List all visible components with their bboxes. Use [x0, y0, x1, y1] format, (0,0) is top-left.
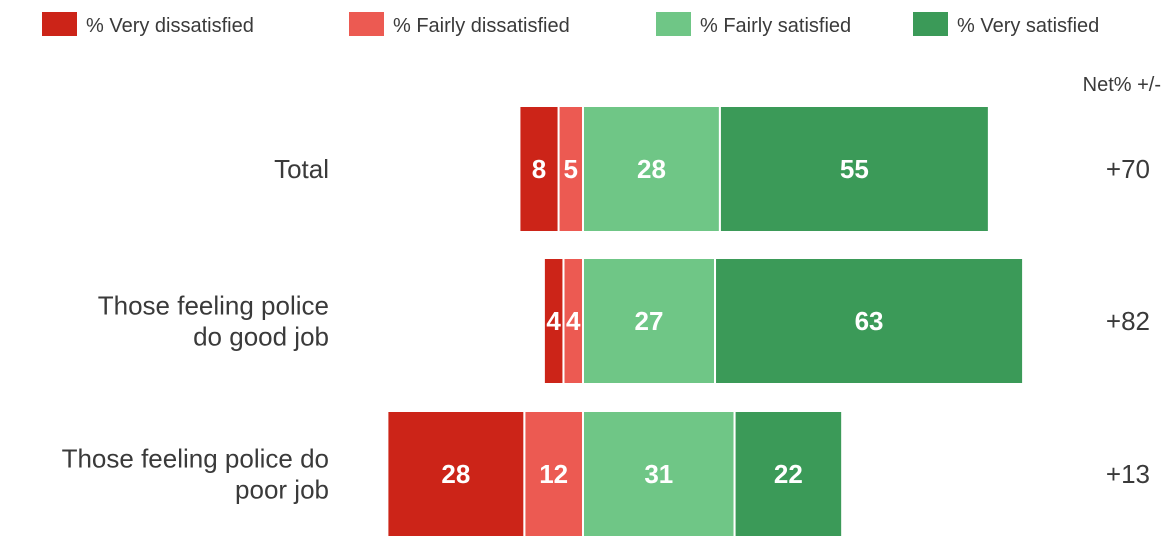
bar-fairly-satisfied [582, 105, 721, 233]
bar-fairly-satisfied [582, 257, 717, 385]
bar-value-label: 27 [635, 306, 664, 336]
bar-fairly-dissatisfied [523, 410, 585, 536]
legend-swatch-very-satisfied [913, 12, 948, 36]
bar-very-dissatisfied [518, 105, 560, 233]
category-label: Total [274, 154, 329, 184]
legend-label-fairly-satisfied: % Fairly satisfied [700, 15, 851, 37]
bar-value-label: 63 [855, 306, 884, 336]
bar-row-1: Total 58 28 55 +70 [274, 105, 1150, 233]
bar-fairly-satisfied [582, 410, 736, 536]
legend-swatch-fairly-dissatisfied [349, 12, 384, 36]
legend-label-very-dissatisfied: % Very dissatisfied [86, 15, 254, 37]
bar-value-label: 31 [644, 459, 673, 489]
bar-very-satisfied [718, 105, 990, 233]
legend-label-very-satisfied: % Very satisfied [957, 15, 1099, 37]
bar-very-dissatisfied [542, 257, 565, 385]
bar-very-dissatisfied [386, 410, 526, 536]
bar-value-label: 28 [637, 154, 666, 184]
bar-value-label: 5 [564, 154, 578, 184]
net-value: +82 [1106, 306, 1150, 336]
bar-row-3: Those feeling police do poor job 12 28 31 22 +… [62, 410, 1150, 536]
net-value: +13 [1106, 459, 1150, 489]
net-value: +70 [1106, 154, 1150, 184]
chart-legend: % Very dissatisfied % Fairly dissatisfied… [42, 12, 1099, 37]
legend-swatch-fairly-satisfied [656, 12, 691, 36]
bar-value-label: 12 [539, 459, 568, 489]
bar-very-satisfied [733, 410, 844, 536]
bar-value-label: 4 [546, 306, 561, 336]
bar-value-label: 55 [840, 154, 869, 184]
bar-row-2: Those feeling police do good job 44 27 63 +82 [98, 257, 1150, 385]
bar-value-label: 22 [774, 459, 803, 489]
bar-value-label: 8 [532, 154, 546, 184]
chart-rows: Total 58 28 55 +70 Those feeling police do goo… [62, 105, 1150, 536]
bar-very-satisfied [714, 257, 1025, 385]
legend-label-fairly-dissatisfied: % Fairly dissatisfied [393, 15, 570, 37]
legend-swatch-very-dissatisfied [42, 12, 77, 36]
bar-value-label: 4 [566, 306, 581, 336]
category-label: Those feeling police do good job [98, 291, 329, 352]
net-header: Net% +/- [1083, 74, 1161, 96]
category-label: Those feeling police do poor job [62, 444, 329, 505]
bar-value-label: 28 [441, 459, 470, 489]
